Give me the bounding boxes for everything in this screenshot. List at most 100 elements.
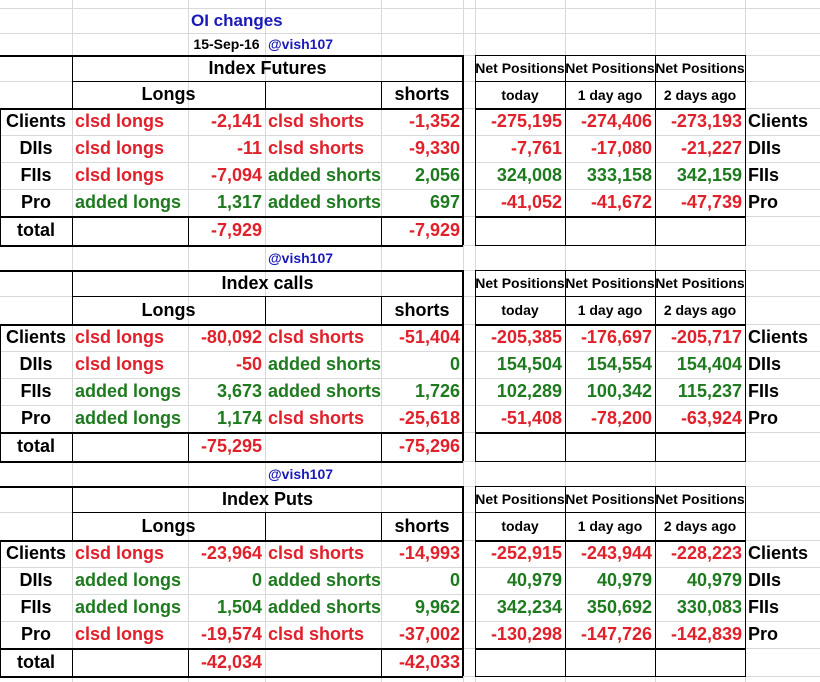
sheet-title: OI changes bbox=[191, 10, 283, 30]
net-1-day-ago-diis: 154,554 bbox=[586, 354, 652, 374]
long-value-clients: -23,964 bbox=[200, 543, 262, 563]
net-positions-header: Net Positions bbox=[655, 275, 745, 291]
net-positions-header: Net Positions bbox=[475, 275, 565, 291]
long-action-pro: added longs bbox=[75, 408, 182, 428]
long-value-fiis: 3,673 bbox=[216, 381, 262, 401]
entity-label-right-pro: Pro bbox=[748, 408, 779, 428]
author-handle: @vish107 bbox=[268, 465, 334, 482]
net-1-day-ago-header: 1 day ago bbox=[577, 518, 643, 534]
long-action-fiis: added longs bbox=[75, 381, 182, 401]
entity-label-fiis: FIIs bbox=[20, 165, 52, 185]
entity-label-diis: DIIs bbox=[19, 570, 53, 590]
long-value-diis: 0 bbox=[251, 570, 262, 590]
short-value-diis: 0 bbox=[449, 570, 460, 590]
short-value-diis: 0 bbox=[449, 354, 460, 374]
short-action-fiis: added shorts bbox=[268, 381, 381, 401]
entity-label-right-fiis: FIIs bbox=[748, 381, 780, 401]
net-2-days-ago-clients: -228,223 bbox=[670, 543, 742, 563]
author-handle: @vish107 bbox=[268, 36, 334, 52]
entity-label-right-diis: DIIs bbox=[748, 570, 782, 590]
net-2-days-ago-clients: -273,193 bbox=[670, 111, 742, 131]
net-2-days-ago-fiis: 115,237 bbox=[677, 381, 742, 401]
short-action-clients: clsd shorts bbox=[268, 327, 365, 347]
net-today-diis: -7,761 bbox=[510, 138, 562, 158]
total-label: total bbox=[17, 436, 55, 456]
net-2-days-ago-diis: 154,404 bbox=[676, 354, 742, 374]
net-2-days-ago-header: 2 days ago bbox=[663, 518, 737, 534]
net-1-day-ago-header: 1 day ago bbox=[577, 86, 643, 103]
short-value-diis: -9,330 bbox=[408, 138, 460, 158]
net-today-clients: -205,385 bbox=[490, 327, 562, 347]
section-title: Index calls bbox=[221, 272, 314, 293]
entity-label-diis: DIIs bbox=[19, 354, 53, 374]
short-value-clients: -1,352 bbox=[408, 111, 460, 131]
entity-label-pro: Pro bbox=[20, 408, 51, 428]
short-value-pro: -25,618 bbox=[398, 408, 460, 428]
long-value-clients: -80,092 bbox=[200, 327, 262, 347]
net-today-clients: -275,195 bbox=[490, 111, 562, 131]
net-today-header: today bbox=[501, 302, 539, 318]
net-positions-header: Net Positions bbox=[565, 275, 655, 291]
long-value-pro: 1,317 bbox=[216, 192, 262, 212]
long-action-fiis: clsd longs bbox=[75, 165, 165, 185]
total-shorts: -7,929 bbox=[408, 220, 460, 240]
long-action-diis: added longs bbox=[75, 570, 182, 590]
longs-header: Longs bbox=[141, 299, 196, 320]
net-positions-header: Net Positions bbox=[475, 491, 565, 507]
net-positions-header: Net Positions bbox=[565, 491, 655, 507]
short-action-diis: added shorts bbox=[268, 354, 381, 374]
net-1-day-ago-pro: -147,726 bbox=[580, 624, 652, 644]
entity-label-right-clients: Clients bbox=[748, 327, 809, 347]
long-action-clients: clsd longs bbox=[75, 543, 165, 563]
long-action-pro: clsd longs bbox=[75, 624, 165, 644]
net-1-day-ago-pro: -41,672 bbox=[590, 192, 652, 212]
short-action-clients: clsd shorts bbox=[268, 543, 365, 563]
shorts-header: shorts bbox=[394, 515, 450, 536]
total-longs: -7,929 bbox=[210, 220, 262, 240]
net-2-days-ago-fiis: 330,083 bbox=[676, 597, 742, 617]
entity-label-fiis: FIIs bbox=[20, 381, 52, 401]
long-value-fiis: 1,504 bbox=[216, 597, 262, 617]
net-1-day-ago-clients: -274,406 bbox=[580, 111, 652, 131]
long-action-clients: clsd longs bbox=[75, 327, 165, 347]
entity-label-right-pro: Pro bbox=[748, 192, 779, 212]
net-2-days-ago-fiis: 342,159 bbox=[676, 165, 742, 185]
net-1-day-ago-clients: -176,697 bbox=[580, 327, 652, 347]
long-action-pro: added longs bbox=[75, 192, 182, 212]
entity-label-right-clients: Clients bbox=[748, 111, 809, 131]
net-today-fiis: 342,234 bbox=[496, 597, 562, 617]
net-today-header: today bbox=[501, 518, 539, 534]
entity-label-pro: Pro bbox=[20, 192, 51, 212]
short-action-fiis: added shorts bbox=[268, 165, 381, 185]
net-2-days-ago-pro: -142,839 bbox=[670, 624, 742, 644]
total-longs: -75,295 bbox=[200, 436, 262, 456]
longs-header: Longs bbox=[141, 84, 196, 104]
net-2-days-ago-pro: -47,739 bbox=[680, 192, 742, 212]
short-action-diis: clsd shorts bbox=[268, 138, 365, 158]
total-label: total bbox=[17, 651, 55, 672]
short-action-clients: clsd shorts bbox=[268, 111, 365, 131]
net-positions-header: Net Positions bbox=[475, 60, 565, 76]
long-action-clients: clsd longs bbox=[75, 111, 165, 131]
net-1-day-ago-pro: -78,200 bbox=[590, 408, 652, 428]
total-shorts: -75,296 bbox=[398, 436, 460, 456]
short-value-pro: 697 bbox=[429, 192, 460, 212]
author-handle: @vish107 bbox=[268, 249, 334, 266]
entity-label-right-diis: DIIs bbox=[748, 354, 782, 374]
total-longs: -42,034 bbox=[200, 651, 262, 672]
net-1-day-ago-fiis: 100,342 bbox=[586, 381, 652, 401]
short-action-pro: clsd shorts bbox=[268, 624, 365, 644]
long-value-fiis: -7,094 bbox=[210, 165, 262, 185]
long-value-clients: -2,141 bbox=[210, 111, 262, 131]
net-today-fiis: 102,289 bbox=[496, 381, 562, 401]
total-label: total bbox=[17, 220, 55, 240]
net-2-days-ago-clients: -205,717 bbox=[670, 327, 742, 347]
section-title: Index Puts bbox=[221, 488, 314, 509]
entity-label-right-fiis: FIIs bbox=[748, 597, 780, 617]
shorts-header: shorts bbox=[394, 299, 450, 320]
net-2-days-ago-pro: -63,924 bbox=[680, 408, 742, 428]
entity-label-clients: Clients bbox=[5, 111, 66, 131]
long-value-pro: -19,574 bbox=[200, 624, 262, 644]
short-action-pro: added shorts bbox=[268, 192, 381, 212]
net-positions-header: Net Positions bbox=[655, 491, 745, 507]
